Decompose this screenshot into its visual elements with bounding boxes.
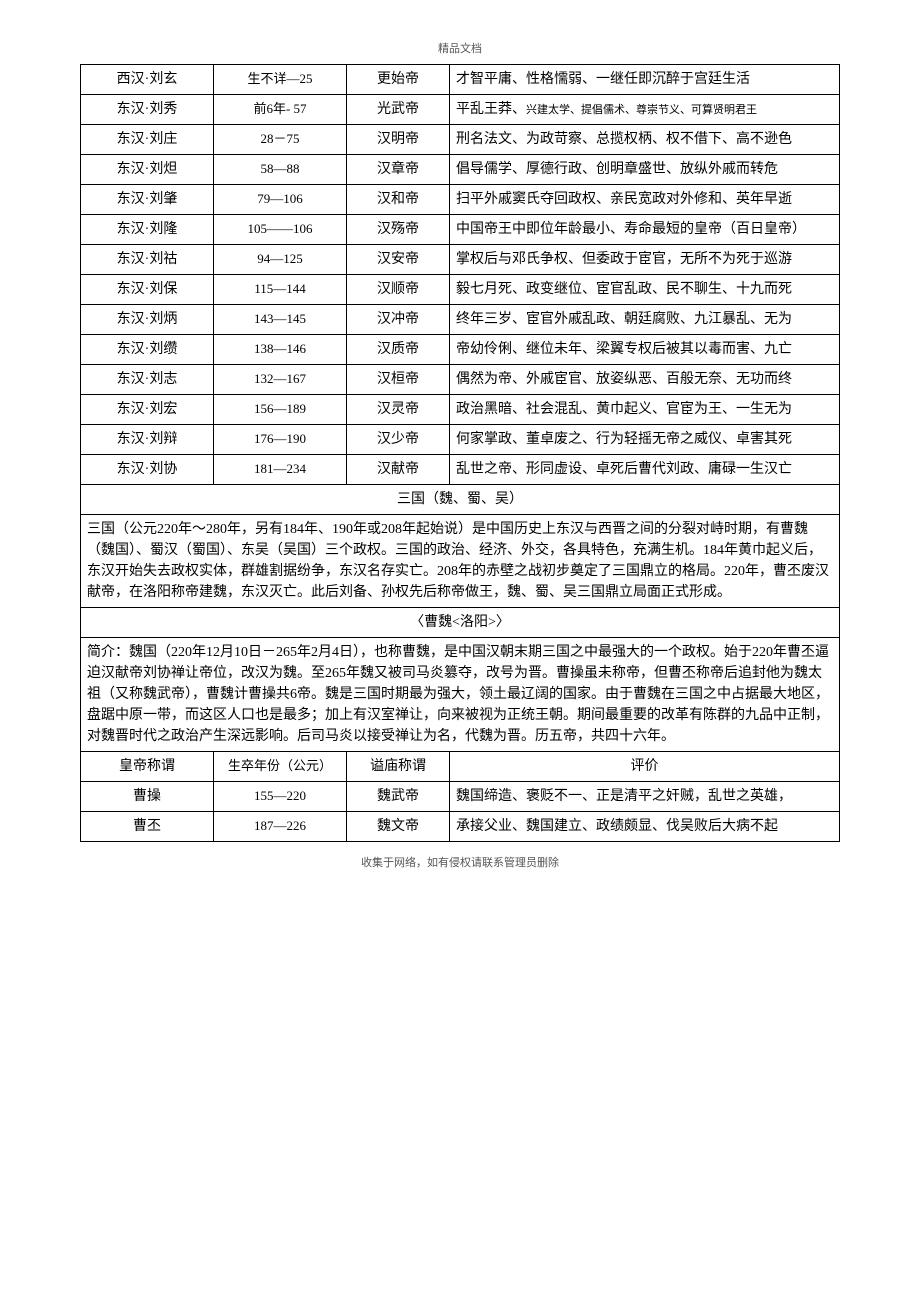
- cell-title: 汉桓帝: [347, 365, 450, 395]
- cell-title: 汉质帝: [347, 335, 450, 365]
- table-row: 东汉·刘隆105——106汉殇帝中国帝王中即位年龄最小、寿命最短的皇帝（百日皇帝…: [81, 215, 840, 245]
- table-row: 东汉·刘庄28－75汉明帝刑名法文、为政苛察、总揽权柄、权不借下、高不逊色: [81, 125, 840, 155]
- cell-name: 东汉·刘辩: [81, 425, 214, 455]
- table-row: 东汉·刘协181—234汉献帝乱世之帝、形同虚设、卓死后曹代刘政、庸碌一生汉亡: [81, 455, 840, 485]
- table-row: 东汉·刘缵138—146汉质帝帝幼伶俐、继位未年、梁翼专权后被其以毒而害、九亡: [81, 335, 840, 365]
- cell-years: 生不详—25: [214, 65, 347, 95]
- cell-eval: 中国帝王中即位年龄最小、寿命最短的皇帝（百日皇帝）: [450, 215, 840, 245]
- cell-name: 东汉·刘志: [81, 365, 214, 395]
- cell-years: 132—167: [214, 365, 347, 395]
- cell-eval: 刑名法文、为政苛察、总揽权柄、权不借下、高不逊色: [450, 125, 840, 155]
- cell-years: 156—189: [214, 395, 347, 425]
- table-row: 东汉·刘保115—144汉顺帝毅七月死、政变继位、宦官乱政、民不聊生、十九而死: [81, 275, 840, 305]
- wei-col-emperor: 皇帝称谓: [81, 752, 214, 782]
- cell-title: 汉殇帝: [347, 215, 450, 245]
- cell-name: 东汉·刘秀: [81, 95, 214, 125]
- cell-title: 汉安帝: [347, 245, 450, 275]
- cell-title: 魏武帝: [347, 782, 450, 812]
- cell-name: 东汉·刘隆: [81, 215, 214, 245]
- cell-title: 汉冲帝: [347, 305, 450, 335]
- cell-name: 东汉·刘祜: [81, 245, 214, 275]
- cell-eval: 帝幼伶俐、继位未年、梁翼专权后被其以毒而害、九亡: [450, 335, 840, 365]
- cell-name: 西汉·刘玄: [81, 65, 214, 95]
- cell-years: 115—144: [214, 275, 347, 305]
- section-title-caowei: 〈曹魏<洛阳>〉: [81, 608, 840, 638]
- cell-years: 181—234: [214, 455, 347, 485]
- cell-title: 更始帝: [347, 65, 450, 95]
- section-title-row: 三国（魏、蜀、吴）: [81, 485, 840, 515]
- section-body-sanguo: 三国（公元220年～280年，另有184年、190年或208年起始说）是中国历史…: [81, 515, 840, 608]
- cell-years: 前6年- 57: [214, 95, 347, 125]
- cell-years: 155—220: [214, 782, 347, 812]
- cell-name: 东汉·刘保: [81, 275, 214, 305]
- table-row: 西汉·刘玄生不详—25更始帝才智平庸、性格懦弱、一继任即沉醉于宫廷生活: [81, 65, 840, 95]
- cell-eval: 承接父业、魏国建立、政绩颇显、伐吴败后大病不起: [450, 812, 840, 842]
- table-row: 曹操155—220魏武帝魏国缔造、褒贬不一、正是清平之奸贼，乱世之英雄，: [81, 782, 840, 812]
- cell-title: 汉和帝: [347, 185, 450, 215]
- cell-eval: 魏国缔造、褒贬不一、正是清平之奸贼，乱世之英雄，: [450, 782, 840, 812]
- section-body-caowei: 简介：魏国（220年12月10日－265年2月4日），也称曹魏，是中国汉朝末期三…: [81, 638, 840, 752]
- wei-col-eval: 评价: [450, 752, 840, 782]
- cell-eval: 扫平外戚窦氏夺回政权、亲民宽政对外修和、英年早逝: [450, 185, 840, 215]
- wei-col-title: 谥庙称谓: [347, 752, 450, 782]
- table-row: 东汉·刘炳143—145汉冲帝终年三岁、宦官外戚乱政、朝廷腐败、九江暴乱、无为: [81, 305, 840, 335]
- cell-title: 光武帝: [347, 95, 450, 125]
- cell-years: 176—190: [214, 425, 347, 455]
- wei-header-row: 皇帝称谓 生卒年份（公元） 谥庙称谓 评价: [81, 752, 840, 782]
- cell-name: 东汉·刘炳: [81, 305, 214, 335]
- cell-years: 94—125: [214, 245, 347, 275]
- cell-eval: 平乱王莽、兴建太学、提倡儒术、尊崇节义、可算贤明君王: [450, 95, 840, 125]
- section-body-row: 三国（公元220年～280年，另有184年、190年或208年起始说）是中国历史…: [81, 515, 840, 608]
- section-title-sanguo: 三国（魏、蜀、吴）: [81, 485, 840, 515]
- wei-col-years-label: 生卒年份（公元）: [228, 758, 332, 773]
- cell-years: 187—226: [214, 812, 347, 842]
- cell-name: 东汉·刘庄: [81, 125, 214, 155]
- cell-name: 东汉·刘肇: [81, 185, 214, 215]
- cell-name: 东汉·刘协: [81, 455, 214, 485]
- footer-label: 收集于网络，如有侵权请联系管理员删除: [80, 854, 840, 870]
- table-row: 东汉·刘祜94—125汉安帝掌权后与邓氏争权、但委政于宦官，无所不为死于巡游: [81, 245, 840, 275]
- document-page: 精品文档 西汉·刘玄生不详—25更始帝才智平庸、性格懦弱、一继任即沉醉于宫廷生活…: [0, 0, 920, 910]
- table-row: 东汉·刘炟58—88汉章帝倡导儒学、厚德行政、创明章盛世、放纵外戚而转危: [81, 155, 840, 185]
- cell-title: 汉少帝: [347, 425, 450, 455]
- cell-eval: 政治黑暗、社会混乱、黄巾起义、官宦为王、一生无为: [450, 395, 840, 425]
- cell-name: 曹丕: [81, 812, 214, 842]
- table-row: 东汉·刘辩176—190汉少帝何家掌政、董卓废之、行为轻摇无帝之威仪、卓害其死: [81, 425, 840, 455]
- cell-name: 东汉·刘炟: [81, 155, 214, 185]
- cell-years: 79—106: [214, 185, 347, 215]
- cell-years: 105——106: [214, 215, 347, 245]
- cell-years: 138—146: [214, 335, 347, 365]
- table-row: 东汉·刘肇79—106汉和帝扫平外戚窦氏夺回政权、亲民宽政对外修和、英年早逝: [81, 185, 840, 215]
- cell-title: 汉献帝: [347, 455, 450, 485]
- cell-eval: 乱世之帝、形同虚设、卓死后曹代刘政、庸碌一生汉亡: [450, 455, 840, 485]
- cell-title: 魏文帝: [347, 812, 450, 842]
- cell-eval: 终年三岁、宦官外戚乱政、朝廷腐败、九江暴乱、无为: [450, 305, 840, 335]
- table-row: 曹丕187—226魏文帝承接父业、魏国建立、政绩颇显、伐吴败后大病不起: [81, 812, 840, 842]
- cell-name: 曹操: [81, 782, 214, 812]
- header-label: 精品文档: [80, 40, 840, 56]
- cell-years: 143—145: [214, 305, 347, 335]
- table-row: 东汉·刘宏156—189汉灵帝政治黑暗、社会混乱、黄巾起义、官宦为王、一生无为: [81, 395, 840, 425]
- cell-title: 汉灵帝: [347, 395, 450, 425]
- cell-title: 汉顺帝: [347, 275, 450, 305]
- table-row: 东汉·刘秀前6年- 57光武帝平乱王莽、兴建太学、提倡儒术、尊崇节义、可算贤明君…: [81, 95, 840, 125]
- cell-eval: 掌权后与邓氏争权、但委政于宦官，无所不为死于巡游: [450, 245, 840, 275]
- cell-name: 东汉·刘缵: [81, 335, 214, 365]
- cell-eval: 倡导儒学、厚德行政、创明章盛世、放纵外戚而转危: [450, 155, 840, 185]
- cell-title: 汉章帝: [347, 155, 450, 185]
- cell-years: 58—88: [214, 155, 347, 185]
- table-row: 东汉·刘志132—167汉桓帝偶然为帝、外戚宦官、放姿纵恶、百般无奈、无功而终: [81, 365, 840, 395]
- cell-eval: 毅七月死、政变继位、宦官乱政、民不聊生、十九而死: [450, 275, 840, 305]
- cell-eval: 偶然为帝、外戚宦官、放姿纵恶、百般无奈、无功而终: [450, 365, 840, 395]
- cell-eval: 何家掌政、董卓废之、行为轻摇无帝之威仪、卓害其死: [450, 425, 840, 455]
- cell-years: 28－75: [214, 125, 347, 155]
- wei-col-years: 生卒年份（公元）: [214, 752, 347, 782]
- section-body-row: 简介：魏国（220年12月10日－265年2月4日），也称曹魏，是中国汉朝末期三…: [81, 638, 840, 752]
- cell-name: 东汉·刘宏: [81, 395, 214, 425]
- emperor-table: 西汉·刘玄生不详—25更始帝才智平庸、性格懦弱、一继任即沉醉于宫廷生活东汉·刘秀…: [80, 64, 840, 842]
- cell-eval: 才智平庸、性格懦弱、一继任即沉醉于宫廷生活: [450, 65, 840, 95]
- cell-title: 汉明帝: [347, 125, 450, 155]
- section-title-row: 〈曹魏<洛阳>〉: [81, 608, 840, 638]
